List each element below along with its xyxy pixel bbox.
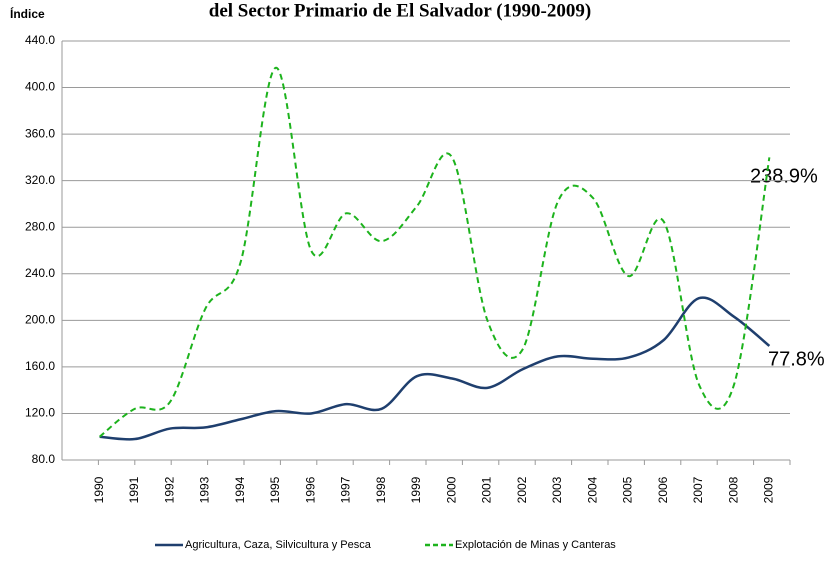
x-tick-label: 2001 xyxy=(480,476,494,503)
legend-item: Agricultura, Caza, Silvicultura y Pesca xyxy=(155,539,372,551)
x-tick-label: 2003 xyxy=(550,476,564,503)
x-tick-label: 2006 xyxy=(656,476,670,503)
x-tick-label: 1997 xyxy=(339,476,353,503)
legend-label: Explotación de Minas y Canteras xyxy=(455,539,616,551)
x-tick-label: 1998 xyxy=(374,476,388,503)
x-tick-label: 1996 xyxy=(303,476,317,503)
x-tick-label: 1999 xyxy=(409,476,423,503)
y-tick-label: 240.0 xyxy=(25,266,55,280)
annotation: 238.9% xyxy=(750,165,818,187)
x-tick-label: 2007 xyxy=(691,476,705,503)
y-tick-label: 400.0 xyxy=(25,80,55,94)
y-tick-label: 200.0 xyxy=(25,313,55,327)
y-axis-label: Índice xyxy=(10,6,45,21)
y-tick-label: 280.0 xyxy=(25,219,55,233)
x-tick-label: 1993 xyxy=(198,476,212,503)
x-tick-label: 1994 xyxy=(233,476,247,503)
chart-title: del Sector Primario de El Salvador (1990… xyxy=(209,0,591,21)
x-tick-label: 2005 xyxy=(621,476,635,503)
y-tick-label: 160.0 xyxy=(25,359,55,373)
x-tick-label: 1991 xyxy=(127,476,141,503)
x-tick-label: 2008 xyxy=(726,476,740,503)
x-tick-label: 2009 xyxy=(762,476,776,503)
x-tick-label: 1995 xyxy=(268,476,282,503)
line-series xyxy=(99,296,771,441)
x-tick-label: 2004 xyxy=(585,476,599,503)
legend-label: Agricultura, Caza, Silvicultura y Pesca xyxy=(185,539,372,551)
annotation: 77.8% xyxy=(768,348,825,370)
x-tick-label: 2002 xyxy=(515,476,529,503)
y-tick-label: 440.0 xyxy=(25,33,55,47)
y-tick-label: 360.0 xyxy=(25,126,55,140)
y-tick-label: 320.0 xyxy=(25,173,55,187)
legend-item: Explotación de Minas y Canteras xyxy=(425,539,616,551)
y-tick-label: 120.0 xyxy=(25,406,55,420)
x-tick-label: 2000 xyxy=(444,476,458,503)
x-tick-label: 1992 xyxy=(162,476,176,503)
x-tick-label: 1990 xyxy=(92,476,106,503)
line-series xyxy=(98,66,771,438)
y-tick-label: 80.0 xyxy=(32,452,56,466)
